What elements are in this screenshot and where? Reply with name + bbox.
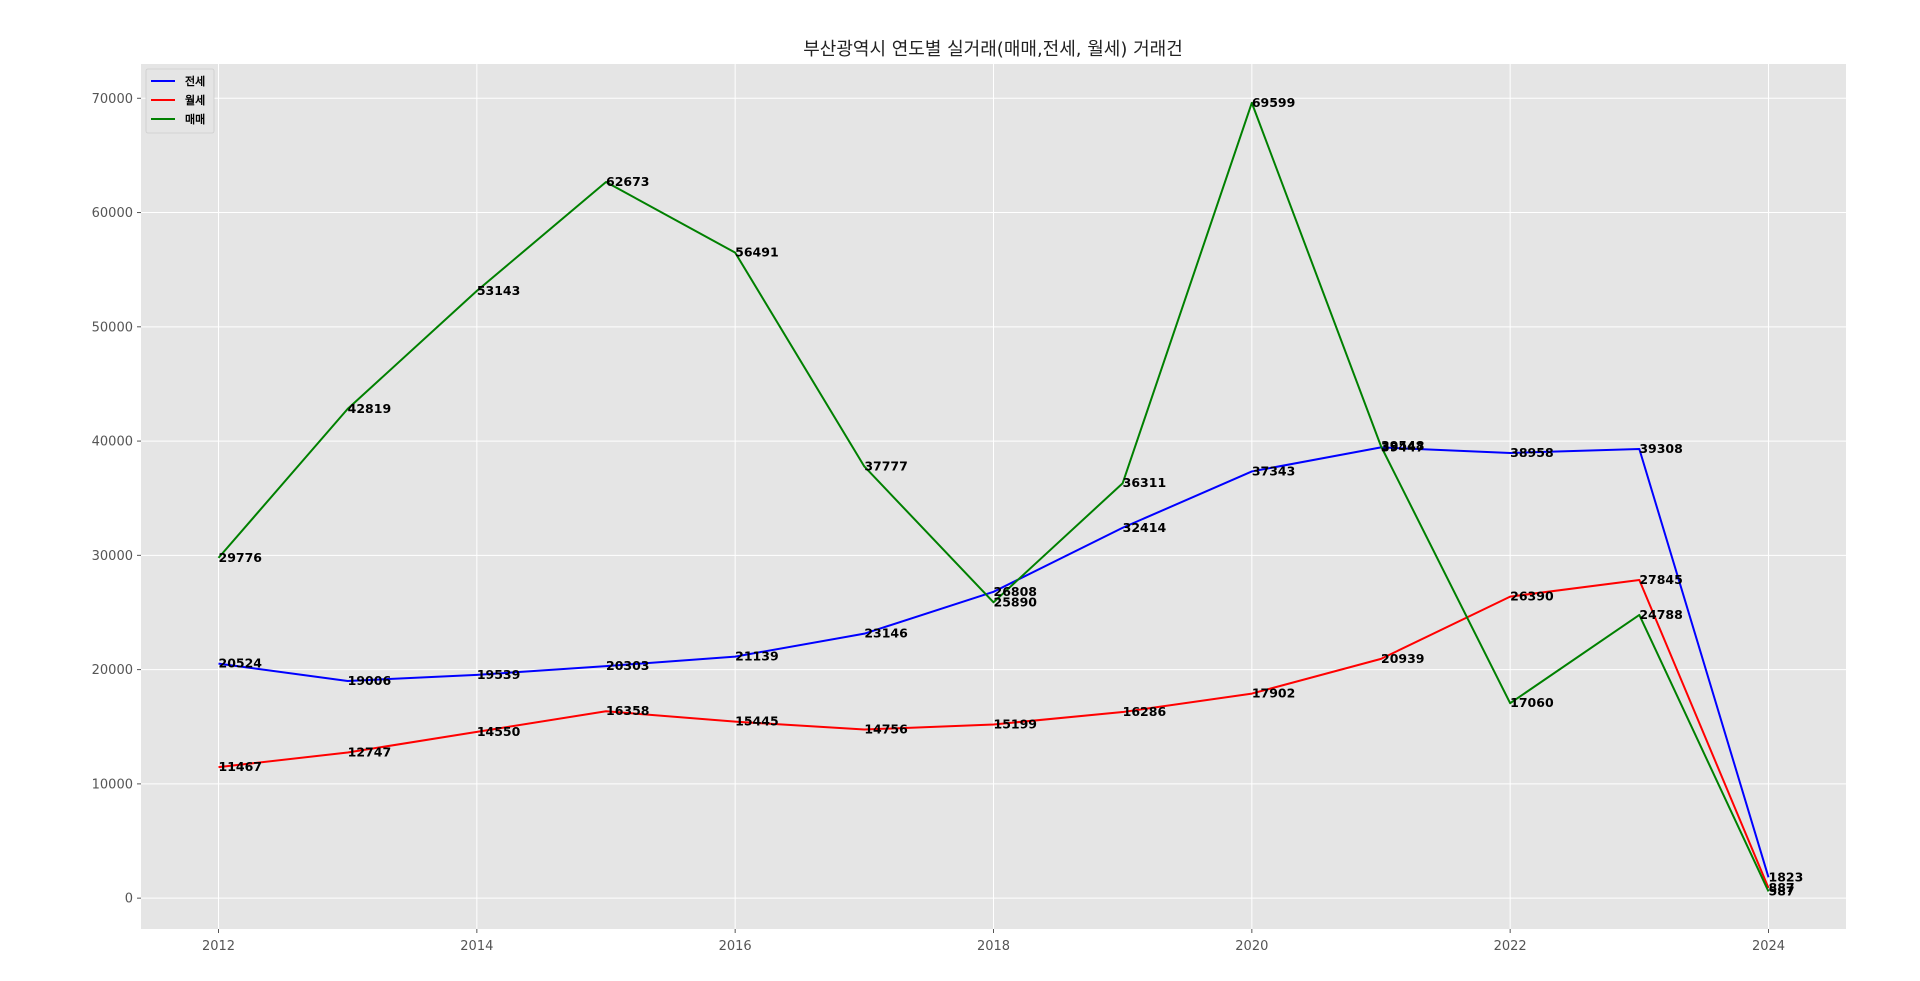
data-label: 19006 — [348, 673, 392, 688]
series-line-0 — [218, 446, 1770, 878]
data-label: 36311 — [1123, 475, 1167, 490]
data-label: 14756 — [864, 722, 908, 737]
legend-label: 매매 — [185, 112, 205, 126]
data-label: 17060 — [1510, 695, 1554, 710]
data-label: 32414 — [1123, 520, 1167, 535]
x-tick-label: 2014 — [460, 939, 493, 954]
data-label: 16286 — [1123, 704, 1167, 719]
y-tick-label: 40000 — [92, 435, 133, 450]
y-tick-label: 50000 — [92, 320, 133, 335]
data-label: 20524 — [219, 656, 263, 671]
y-tick-label: 30000 — [92, 549, 133, 564]
data-label: 37777 — [864, 458, 908, 473]
y-tick-label: 60000 — [92, 206, 133, 221]
data-label: 53143 — [477, 283, 521, 298]
data-label: 69599 — [1252, 95, 1296, 110]
data-label: 23146 — [864, 626, 908, 641]
y-tick-label: 70000 — [92, 92, 133, 107]
x-tick-label: 2018 — [977, 939, 1010, 954]
data-label: 25890 — [994, 594, 1038, 609]
data-label: 17902 — [1252, 686, 1296, 701]
data-label: 39447 — [1381, 439, 1425, 454]
data-label: 26390 — [1510, 589, 1554, 604]
data-label: 16358 — [606, 703, 650, 718]
x-tick-label: 2016 — [719, 939, 752, 954]
data-label: 62673 — [606, 174, 650, 189]
data-label: 1823 — [1769, 869, 1804, 884]
data-label: 27845 — [1639, 572, 1683, 587]
data-label: 20939 — [1381, 651, 1425, 666]
data-labels: 20524 19006 19539 20303 21139 23146 26808 32414… — [219, 95, 1804, 899]
data-label: 37343 — [1252, 463, 1296, 478]
data-label: 38958 — [1510, 445, 1554, 460]
data-label: 587 — [1769, 883, 1795, 898]
data-label: 887 — [1769, 880, 1795, 895]
data-label: 21139 — [735, 649, 779, 664]
data-label: 19539 — [477, 667, 521, 682]
y-tick-label: 10000 — [92, 777, 133, 792]
data-label: 12747 — [348, 744, 392, 759]
x-tick-label: 2022 — [1494, 939, 1527, 954]
legend-box — [145, 68, 215, 134]
data-label: 20303 — [606, 658, 650, 673]
series-line-1 — [218, 578, 1770, 889]
x-tick-label: 2024 — [1752, 939, 1785, 954]
data-label: 11467 — [219, 759, 263, 774]
data-label: 14550 — [477, 724, 521, 739]
data-label: 24788 — [1639, 607, 1683, 622]
axis-ticks: 0 10000 20000 30000 40000 50000 60000 70000 2012… — [92, 92, 1785, 954]
data-label: 15199 — [994, 716, 1038, 731]
legend-label: 전세 — [185, 74, 205, 88]
grid-lines — [141, 64, 1846, 929]
x-tick-label: 2012 — [202, 939, 235, 954]
chart-title: 부산광역시 연도별 실거래(매매,전세, 월세) 거래건 — [803, 39, 1183, 60]
series-lines — [217, 101, 1770, 892]
data-label: 56491 — [735, 245, 779, 260]
y-tick-label: 20000 — [92, 663, 133, 678]
data-label: 15445 — [735, 714, 779, 729]
data-label: 42819 — [348, 401, 392, 416]
data-label: 29776 — [219, 550, 263, 565]
y-tick-label: 0 — [125, 892, 133, 907]
legend-label: 월세 — [185, 93, 205, 107]
data-label: 39308 — [1639, 441, 1683, 456]
series-line-2 — [217, 101, 1770, 892]
data-label: 26808 — [994, 584, 1038, 599]
data-label: 39548 — [1381, 438, 1425, 453]
x-tick-label: 2020 — [1235, 939, 1268, 954]
